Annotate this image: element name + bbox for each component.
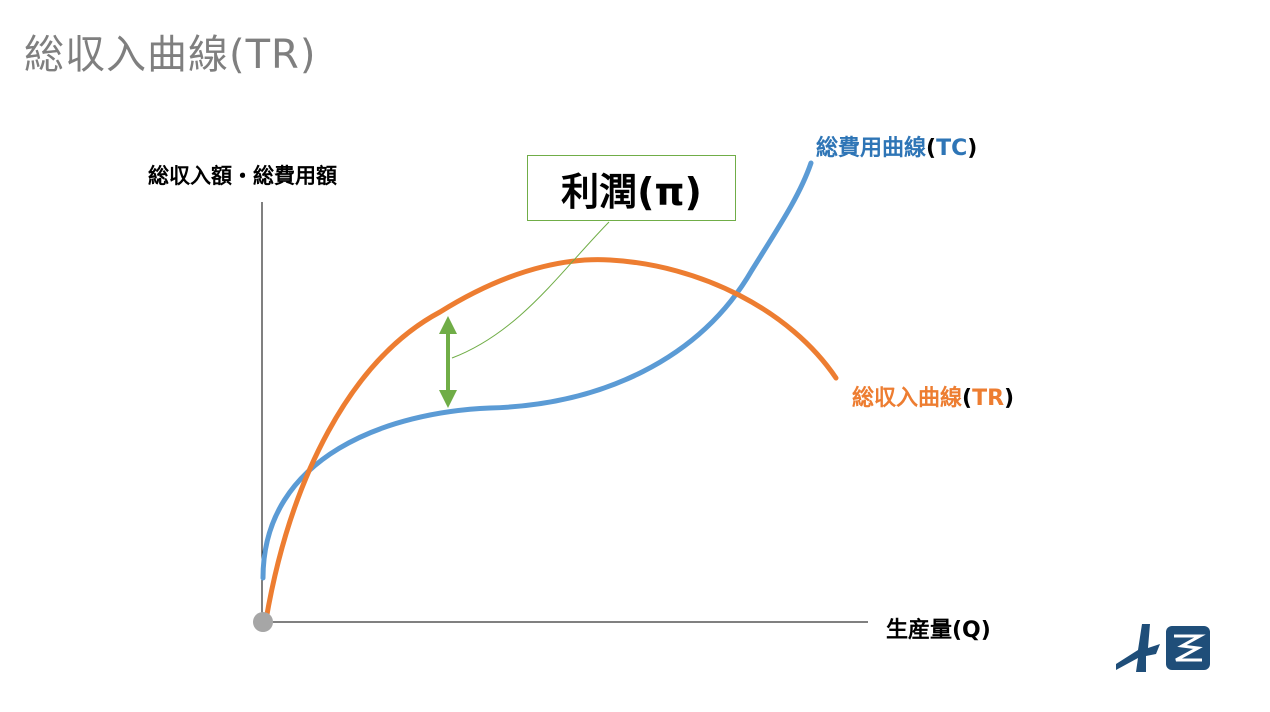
y-axis-label: 総収入額・総費用額 <box>148 164 337 188</box>
profit-double-arrow <box>439 316 457 408</box>
tc-label-abbr: TC <box>936 136 968 161</box>
page-title: 総収入曲線(TR) <box>24 32 317 78</box>
callout-connector <box>451 221 610 359</box>
tr-label-close: ) <box>1004 386 1015 411</box>
tr-label-abbr: TR <box>972 386 1005 411</box>
tr-label-name: 総収入曲線 <box>852 386 963 411</box>
tr-curve-label: 総収入曲線(TR) <box>852 380 1014 412</box>
tr-label-open: ( <box>962 386 973 411</box>
tc-label-close: ) <box>967 136 978 161</box>
brand-logo-icon <box>1116 624 1210 672</box>
x-axis-label: 生産量(Q) <box>886 618 991 643</box>
profit-callout: 利潤(π) <box>527 155 736 221</box>
tc-label-open: ( <box>926 136 937 161</box>
origin-point <box>253 612 273 632</box>
tc-label-name: 総費用曲線 <box>816 136 927 161</box>
tc-curve-label: 総費用曲線(TC) <box>816 130 977 162</box>
tc-curve <box>260 160 814 581</box>
tr-curve <box>263 257 839 623</box>
